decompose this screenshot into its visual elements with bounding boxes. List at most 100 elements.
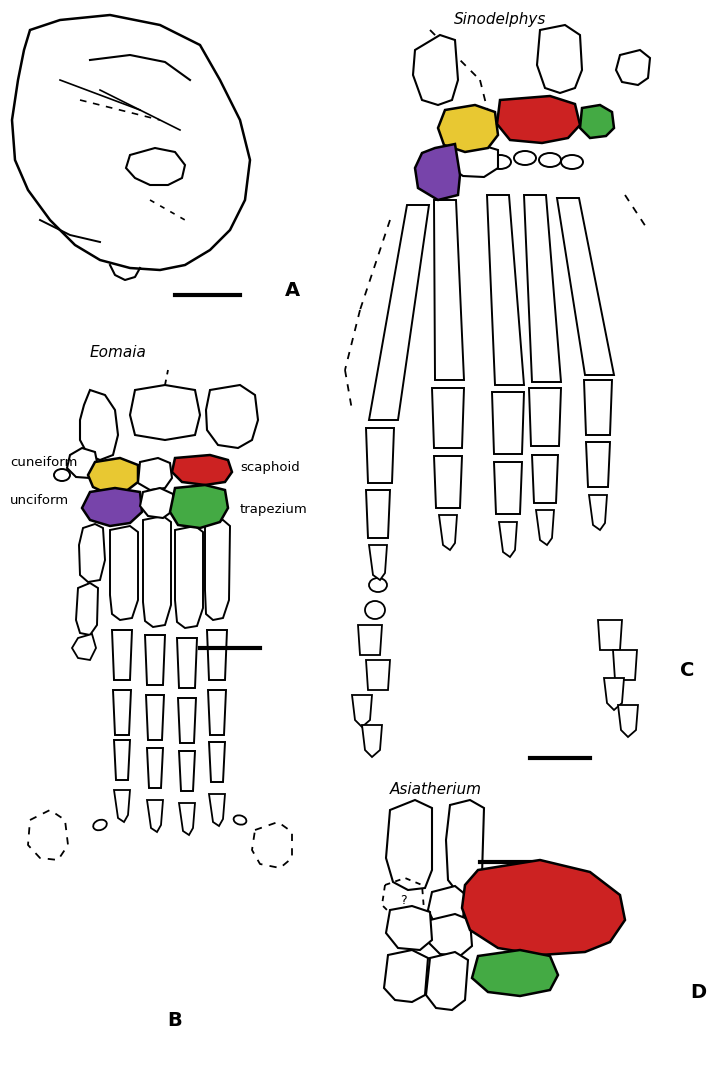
Ellipse shape: [93, 819, 107, 830]
Polygon shape: [76, 583, 98, 635]
Polygon shape: [206, 384, 258, 448]
Polygon shape: [366, 490, 390, 538]
Text: D: D: [690, 983, 706, 1001]
Polygon shape: [147, 800, 163, 832]
Text: cuneiform: cuneiform: [10, 455, 78, 468]
Polygon shape: [450, 144, 498, 177]
Polygon shape: [209, 742, 225, 782]
Polygon shape: [114, 790, 130, 822]
Text: ?: ?: [400, 894, 406, 906]
Polygon shape: [529, 388, 561, 446]
Polygon shape: [439, 516, 457, 550]
Polygon shape: [179, 751, 195, 790]
Polygon shape: [487, 195, 524, 384]
Polygon shape: [352, 695, 372, 727]
Polygon shape: [208, 690, 226, 735]
Polygon shape: [138, 458, 172, 490]
Polygon shape: [446, 800, 484, 892]
Polygon shape: [146, 695, 164, 740]
Polygon shape: [415, 144, 460, 200]
Polygon shape: [145, 635, 165, 685]
Polygon shape: [205, 520, 230, 620]
Ellipse shape: [561, 155, 583, 169]
Polygon shape: [82, 488, 142, 526]
Text: C: C: [680, 661, 694, 680]
Polygon shape: [604, 678, 624, 710]
Polygon shape: [207, 630, 227, 680]
Polygon shape: [428, 914, 472, 956]
Polygon shape: [384, 950, 428, 1002]
Text: Sinodelphys: Sinodelphys: [454, 12, 546, 27]
Text: trapezium: trapezium: [240, 504, 308, 517]
Polygon shape: [557, 198, 614, 375]
Polygon shape: [140, 488, 174, 518]
Polygon shape: [598, 620, 622, 650]
Polygon shape: [434, 456, 462, 508]
Ellipse shape: [54, 469, 70, 481]
Polygon shape: [177, 638, 197, 688]
Polygon shape: [537, 25, 582, 93]
Text: Asiatherium: Asiatherium: [390, 782, 482, 797]
Polygon shape: [438, 105, 498, 153]
Polygon shape: [616, 50, 650, 85]
Polygon shape: [386, 906, 432, 950]
Polygon shape: [413, 35, 458, 105]
Polygon shape: [130, 384, 200, 440]
Ellipse shape: [233, 815, 246, 825]
Polygon shape: [112, 630, 132, 680]
Text: unciform: unciform: [10, 493, 69, 507]
Polygon shape: [362, 725, 382, 757]
Polygon shape: [178, 698, 196, 743]
Text: B: B: [167, 1011, 182, 1030]
Polygon shape: [494, 462, 522, 514]
Polygon shape: [386, 800, 432, 890]
Polygon shape: [113, 690, 131, 735]
Polygon shape: [170, 485, 228, 528]
Polygon shape: [12, 15, 250, 270]
Polygon shape: [366, 661, 390, 690]
Polygon shape: [524, 195, 561, 382]
Ellipse shape: [539, 153, 561, 166]
Polygon shape: [584, 380, 612, 435]
Polygon shape: [80, 390, 118, 460]
Polygon shape: [497, 96, 580, 143]
Polygon shape: [432, 388, 464, 448]
Polygon shape: [536, 510, 554, 545]
Polygon shape: [172, 455, 232, 485]
Polygon shape: [499, 522, 517, 557]
Polygon shape: [79, 524, 105, 582]
Polygon shape: [110, 526, 138, 620]
Polygon shape: [67, 448, 98, 478]
Polygon shape: [366, 429, 394, 483]
Polygon shape: [179, 803, 195, 834]
Polygon shape: [369, 205, 429, 420]
Polygon shape: [586, 442, 610, 487]
Polygon shape: [72, 634, 96, 661]
Text: A: A: [285, 280, 300, 300]
Ellipse shape: [369, 578, 387, 592]
Polygon shape: [114, 740, 130, 780]
Polygon shape: [580, 105, 614, 137]
Polygon shape: [618, 705, 638, 737]
Polygon shape: [147, 748, 163, 788]
Polygon shape: [492, 392, 524, 454]
Polygon shape: [613, 650, 637, 680]
Ellipse shape: [365, 601, 385, 619]
Polygon shape: [434, 200, 464, 380]
Text: scaphoid: scaphoid: [240, 462, 299, 475]
Polygon shape: [369, 545, 387, 580]
Polygon shape: [209, 794, 225, 826]
Polygon shape: [426, 952, 468, 1010]
Polygon shape: [589, 495, 607, 529]
Ellipse shape: [489, 155, 511, 169]
Ellipse shape: [514, 151, 536, 165]
Polygon shape: [462, 860, 625, 955]
Text: Eomaia: Eomaia: [90, 345, 147, 360]
Polygon shape: [428, 886, 466, 926]
Polygon shape: [88, 458, 138, 494]
Polygon shape: [532, 455, 558, 503]
Polygon shape: [143, 516, 171, 627]
Polygon shape: [358, 625, 382, 655]
Polygon shape: [175, 526, 203, 628]
Polygon shape: [472, 950, 558, 996]
